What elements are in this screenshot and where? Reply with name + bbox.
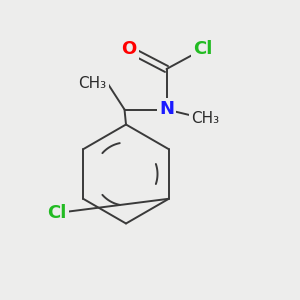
Text: CH₃: CH₃ <box>191 111 220 126</box>
Text: Cl: Cl <box>193 40 212 58</box>
Text: O: O <box>122 40 136 58</box>
Text: Cl: Cl <box>47 204 67 222</box>
Text: N: N <box>159 100 174 118</box>
Text: CH₃: CH₃ <box>78 76 106 92</box>
